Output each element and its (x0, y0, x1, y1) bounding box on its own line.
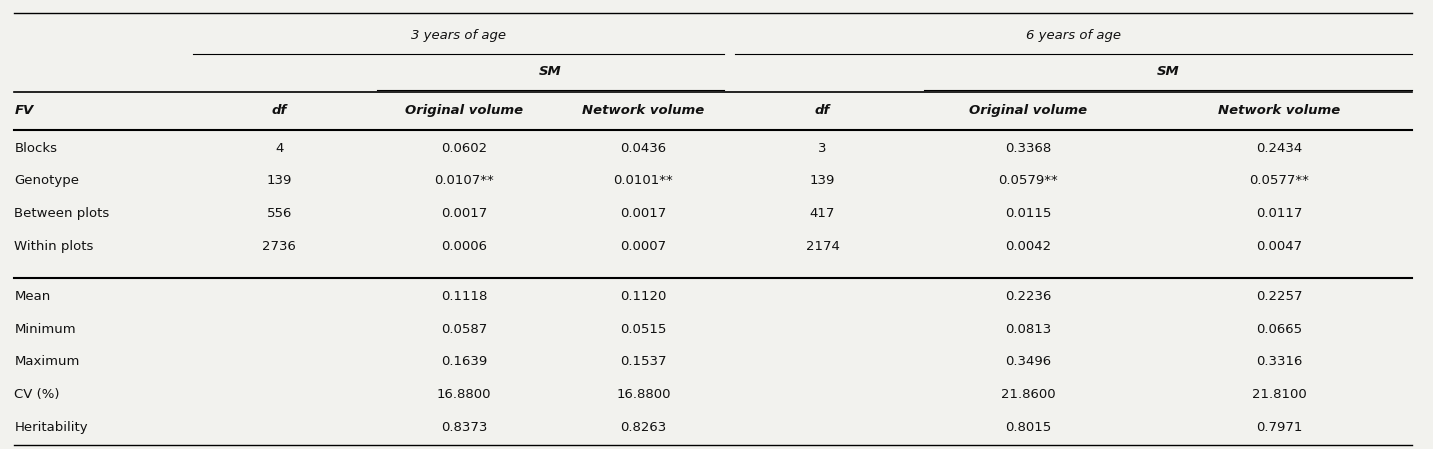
Text: 2174: 2174 (805, 240, 840, 253)
Text: 3 years of age: 3 years of age (411, 30, 506, 42)
Text: 0.8373: 0.8373 (441, 421, 487, 434)
Text: 139: 139 (267, 175, 292, 187)
Text: SM: SM (539, 66, 562, 78)
Text: 0.0577**: 0.0577** (1250, 175, 1308, 187)
Text: 0.1537: 0.1537 (620, 356, 666, 368)
Text: 0.3368: 0.3368 (1005, 142, 1052, 154)
Text: 16.8800: 16.8800 (437, 388, 492, 401)
Text: 0.0587: 0.0587 (441, 323, 487, 335)
Text: df: df (272, 104, 287, 116)
Text: 3: 3 (818, 142, 827, 154)
Text: Mean: Mean (14, 290, 50, 303)
Text: 6 years of age: 6 years of age (1026, 30, 1121, 42)
Text: 0.2236: 0.2236 (1005, 290, 1052, 303)
Text: 0.1639: 0.1639 (441, 356, 487, 368)
Text: 0.2434: 0.2434 (1255, 142, 1303, 154)
Text: Heritability: Heritability (14, 421, 87, 434)
Text: 0.1118: 0.1118 (441, 290, 487, 303)
Text: 139: 139 (810, 175, 835, 187)
Text: 0.2257: 0.2257 (1255, 290, 1303, 303)
Text: 0.8263: 0.8263 (620, 421, 666, 434)
Text: Blocks: Blocks (14, 142, 57, 154)
Text: 0.0101**: 0.0101** (613, 175, 674, 187)
Text: 0.3496: 0.3496 (1005, 356, 1052, 368)
Text: 0.8015: 0.8015 (1005, 421, 1052, 434)
Text: Within plots: Within plots (14, 240, 93, 253)
Text: Between plots: Between plots (14, 207, 109, 220)
Text: 0.0579**: 0.0579** (999, 175, 1058, 187)
Text: 0.0042: 0.0042 (1005, 240, 1052, 253)
Text: Original volume: Original volume (969, 104, 1088, 116)
Text: 0.0047: 0.0047 (1255, 240, 1303, 253)
Text: df: df (815, 104, 830, 116)
Text: 417: 417 (810, 207, 835, 220)
Text: 0.0117: 0.0117 (1255, 207, 1303, 220)
Text: Minimum: Minimum (14, 323, 76, 335)
Text: 0.0007: 0.0007 (620, 240, 666, 253)
Text: FV: FV (14, 104, 33, 116)
Text: 0.0813: 0.0813 (1005, 323, 1052, 335)
Text: 0.0665: 0.0665 (1255, 323, 1303, 335)
Text: Maximum: Maximum (14, 356, 80, 368)
Text: 4: 4 (275, 142, 284, 154)
Text: 2736: 2736 (262, 240, 297, 253)
Text: 0.0006: 0.0006 (441, 240, 487, 253)
Text: 0.3316: 0.3316 (1255, 356, 1303, 368)
Text: 16.8800: 16.8800 (616, 388, 671, 401)
Text: SM: SM (1156, 66, 1179, 78)
Text: 21.8100: 21.8100 (1251, 388, 1307, 401)
Text: 0.7971: 0.7971 (1255, 421, 1303, 434)
Text: Original volume: Original volume (406, 104, 523, 116)
Text: Network volume: Network volume (1218, 104, 1340, 116)
Text: 0.0515: 0.0515 (620, 323, 666, 335)
Text: 0.0602: 0.0602 (441, 142, 487, 154)
Text: 0.0017: 0.0017 (620, 207, 666, 220)
Text: 0.0115: 0.0115 (1005, 207, 1052, 220)
Text: 0.0436: 0.0436 (620, 142, 666, 154)
Text: 556: 556 (267, 207, 292, 220)
Text: Network volume: Network volume (582, 104, 705, 116)
Text: CV (%): CV (%) (14, 388, 60, 401)
Text: 0.0017: 0.0017 (441, 207, 487, 220)
Text: 0.0107**: 0.0107** (434, 175, 494, 187)
Text: 21.8600: 21.8600 (1000, 388, 1056, 401)
Text: Genotype: Genotype (14, 175, 79, 187)
Text: 0.1120: 0.1120 (620, 290, 666, 303)
